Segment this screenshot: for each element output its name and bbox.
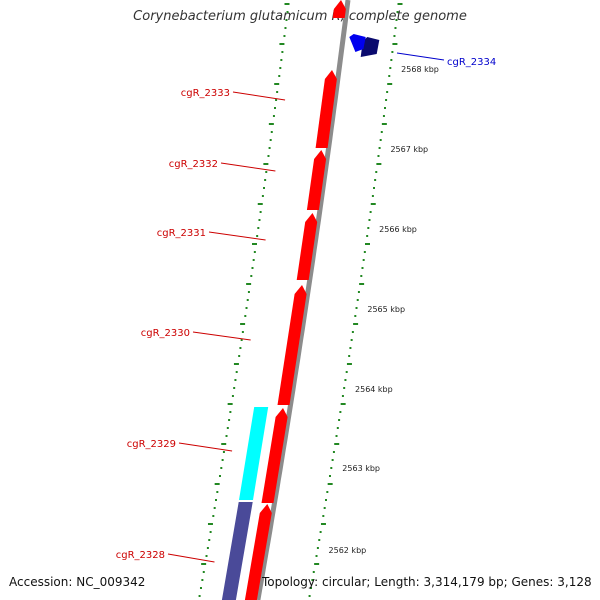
unlabeled-feature-1 (261, 408, 288, 503)
genome-summary-text: Topology: circular; Length: 3,314,179 bp… (262, 575, 592, 589)
gene-label-cgr-2334: cgR_2334 (447, 57, 496, 68)
gene-label-cgr-2328: cgR_2328 (116, 550, 165, 561)
gene-features (221, 0, 380, 600)
gene-label-cgr-2329: cgR_2329 (127, 439, 176, 450)
accession-text: Accession: NC_009342 (9, 575, 146, 589)
leader-line-cgr-2331 (208, 231, 266, 241)
gene-cgr-2332 (306, 150, 327, 210)
position-label: 2563 kbp (342, 464, 380, 473)
gene-cgr-2329 (239, 407, 269, 500)
gene-cgr-2334 (349, 34, 366, 52)
leader-line-cgr-2328 (167, 553, 215, 563)
leader-line-cgr-2333 (232, 91, 286, 101)
position-label: 2566 kbp (379, 225, 417, 234)
unlabeled-feature-0 (332, 0, 346, 18)
leader-line-cgr-2329 (178, 442, 233, 452)
gene-cgr-2328 (244, 504, 272, 600)
gene-cgr-2333 (315, 70, 337, 148)
tick-marks (198, 3, 403, 597)
gene-label-cgr-2330: cgR_2330 (141, 328, 190, 339)
position-label: 2564 kbp (355, 385, 393, 394)
leader-line-cgr-2334 (396, 52, 445, 61)
backbone-line (255, 0, 351, 600)
position-label: 2562 kbp (329, 546, 367, 555)
gene-label-cgr-2333: cgR_2333 (181, 88, 230, 99)
map-title: Corynebacterium glutamicum R, complete g… (133, 9, 467, 24)
leader-line-cgr-2332 (220, 162, 276, 172)
position-labels: 2568 kbp 2567 kbp 2566 kbp 2565 kbp 2564 kbp… (329, 65, 439, 555)
gene-labels: cgR_2334 cgR_2333 cgR_2332 cgR_2331 cgR_2330… (116, 52, 496, 563)
gene-label-cgr-2332: cgR_2332 (169, 159, 218, 170)
position-label: 2568 kbp (401, 65, 439, 74)
position-label: 2565 kbp (367, 305, 405, 314)
unlabeled-feature-4 (221, 502, 253, 600)
gene-label-cgr-2331: cgR_2331 (157, 228, 206, 239)
position-label: 2567 kbp (390, 145, 428, 154)
backbone (255, 0, 351, 600)
gene-cgr-2330 (277, 285, 307, 405)
gene-cgr-2331 (296, 213, 318, 280)
leader-line-cgr-2330 (192, 331, 251, 341)
unlabeled-feature-3 (360, 37, 380, 57)
